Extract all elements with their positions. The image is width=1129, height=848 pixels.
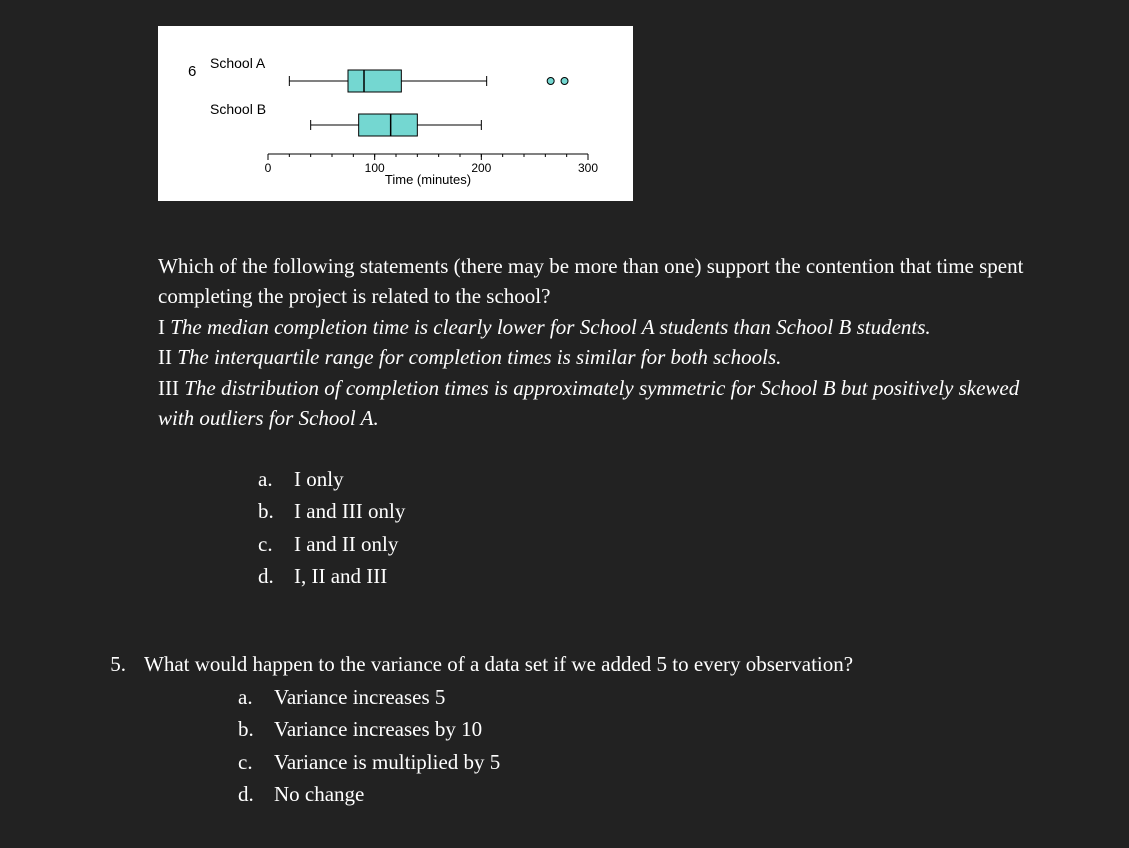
svg-text:200: 200 [471, 161, 491, 175]
option-text: Variance increases 5 [274, 682, 445, 712]
option-text: Variance is multiplied by 5 [274, 747, 500, 777]
q5-option-d[interactable]: d. No change [238, 779, 1039, 809]
option-letter: d. [238, 779, 260, 809]
q4-options: a. I only b. I and III only c. I and II … [258, 464, 1028, 592]
option-letter: a. [258, 464, 280, 494]
q4-s3-text: The distribution of completion times is … [158, 376, 1019, 430]
option-text: I and II only [294, 529, 398, 559]
svg-text:100: 100 [365, 161, 385, 175]
q5-option-a[interactable]: a. Variance increases 5 [238, 682, 1039, 712]
option-letter: b. [238, 714, 260, 744]
option-text: I and III only [294, 496, 405, 526]
q4-option-d[interactable]: d. I, II and III [258, 561, 1028, 591]
q5-block: 5. What would happen to the variance of … [90, 649, 1039, 811]
q4-option-c[interactable]: c. I and II only [258, 529, 1028, 559]
q4-s2-text: The interquartile range for completion t… [177, 345, 781, 369]
option-text: I, II and III [294, 561, 387, 591]
q5-option-c[interactable]: c. Variance is multiplied by 5 [238, 747, 1039, 777]
page-container: 6 School A School B 0 100 200 300 Time (min… [0, 0, 1129, 812]
q5-prompt: What would happen to the variance of a d… [144, 649, 1039, 679]
q4-stmt-3: III The distribution of completion times… [158, 373, 1028, 434]
svg-text:300: 300 [578, 161, 598, 175]
q5-options: a. Variance increases 5 b. Variance incr… [238, 682, 1039, 810]
q4-option-a[interactable]: a. I only [258, 464, 1028, 494]
svg-text:0: 0 [265, 161, 272, 175]
svg-text:School B: School B [210, 101, 266, 117]
q4-s1-text: The median completion time is clearly lo… [170, 315, 930, 339]
q4-prompt: Which of the following statements (there… [158, 251, 1028, 312]
option-letter: b. [258, 496, 280, 526]
option-text: Variance increases by 10 [274, 714, 482, 744]
svg-text:6: 6 [188, 63, 196, 80]
q4-s2-prefix: II [158, 345, 177, 369]
option-letter: a. [238, 682, 260, 712]
q4-block: Which of the following statements (there… [158, 251, 1028, 591]
boxplot-svg: 6 School A School B 0 100 200 300 Time (min… [158, 26, 633, 201]
q4-s3-prefix: III [158, 376, 184, 400]
option-letter: c. [238, 747, 260, 777]
q4-stmt-2: II The interquartile range for completio… [158, 342, 1028, 372]
option-text: No change [274, 779, 364, 809]
svg-text:Time (minutes): Time (minutes) [385, 172, 471, 187]
q4-s1-prefix: I [158, 315, 170, 339]
svg-text:School A: School A [210, 55, 266, 71]
option-letter: c. [258, 529, 280, 559]
option-text: I only [294, 464, 344, 494]
q4-option-b[interactable]: b. I and III only [258, 496, 1028, 526]
q4-stmt-1: I The median completion time is clearly … [158, 312, 1028, 342]
boxplot-figure: 6 School A School B 0 100 200 300 Time (min… [158, 26, 633, 201]
option-letter: d. [258, 561, 280, 591]
q5-number: 5. [90, 649, 126, 811]
q5-option-b[interactable]: b. Variance increases by 10 [238, 714, 1039, 744]
